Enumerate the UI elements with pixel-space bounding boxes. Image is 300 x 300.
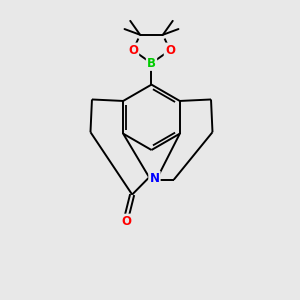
Text: O: O: [128, 44, 138, 57]
Text: B: B: [147, 57, 156, 70]
Text: O: O: [122, 215, 132, 228]
Text: N: N: [149, 172, 160, 185]
Text: O: O: [165, 44, 175, 57]
